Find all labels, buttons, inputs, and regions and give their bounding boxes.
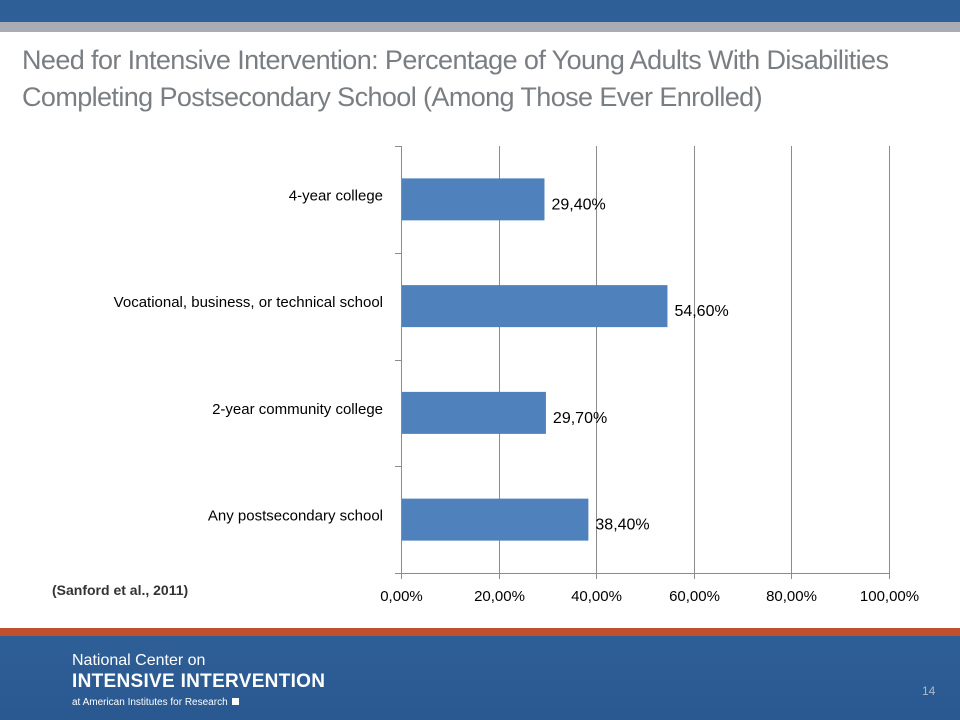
bar	[402, 498, 589, 541]
citation: (Sanford et al., 2011)	[52, 582, 189, 598]
footer-band	[0, 636, 960, 720]
bar	[402, 391, 546, 434]
x-tick-label: 0,00%	[380, 588, 423, 605]
bar	[402, 285, 668, 328]
slide-title-line-2: Completing Postsecondary School (Among T…	[22, 82, 763, 112]
org-name-line-1: National Center on	[72, 652, 206, 669]
data-label: 29,40%	[551, 196, 605, 213]
x-tick-label: 100,00%	[860, 588, 919, 605]
data-label: 29,70%	[553, 410, 607, 427]
category-label: Vocational, business, or technical schoo…	[114, 294, 383, 311]
header-gray-band	[0, 22, 960, 32]
category-label: 2-year community college	[212, 401, 383, 418]
data-label: 54,60%	[674, 303, 728, 320]
slide-title: Need for Intensive Intervention: Percent…	[22, 42, 942, 116]
data-label: 38,40%	[595, 517, 649, 534]
org-name-line-2: INTENSIVE INTERVENTION	[72, 671, 326, 692]
category-label: 4-year college	[289, 187, 383, 204]
bar	[402, 178, 545, 221]
x-tick-label: 20,00%	[474, 588, 525, 605]
slide-title-line-1: Need for Intensive Intervention: Percent…	[22, 45, 889, 75]
page-number: 14	[922, 684, 936, 698]
org-name-line-3: at American Institutes for Research	[72, 697, 239, 708]
header-blue-band	[0, 0, 960, 22]
square-icon	[231, 698, 239, 705]
x-tick-label: 60,00%	[669, 588, 720, 605]
org-affiliation: at American Institutes for Research	[72, 697, 228, 708]
x-tick-label: 40,00%	[571, 588, 622, 605]
footer-accent-band	[0, 628, 960, 636]
category-label: Any postsecondary school	[208, 508, 383, 525]
x-tick-label: 80,00%	[766, 588, 817, 605]
